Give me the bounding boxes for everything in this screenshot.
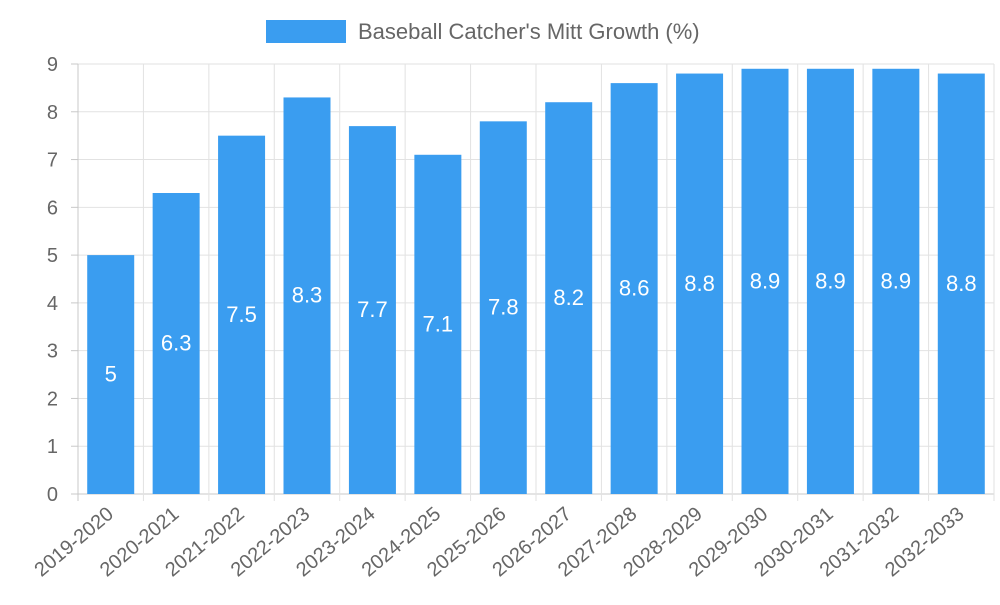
data-label: 8.2: [553, 285, 584, 310]
bar[interactable]: [283, 97, 331, 494]
bar[interactable]: [414, 154, 462, 494]
bar[interactable]: [152, 193, 200, 494]
y-tick-label: 2: [47, 388, 58, 410]
data-label: 8.6: [619, 276, 650, 301]
bar[interactable]: [218, 135, 266, 494]
data-label: 6.3: [161, 331, 192, 356]
bar[interactable]: [741, 68, 789, 495]
data-label: 8.9: [750, 268, 781, 293]
legend-swatch[interactable]: [266, 20, 346, 43]
bar[interactable]: [87, 255, 135, 494]
bar[interactable]: [610, 83, 658, 494]
data-label: 7.5: [226, 302, 257, 327]
bar[interactable]: [348, 126, 396, 494]
data-label: 8.8: [946, 271, 977, 296]
bar[interactable]: [479, 121, 527, 494]
data-label: 7.8: [488, 295, 519, 320]
data-label: 8.9: [815, 268, 846, 293]
bar[interactable]: [872, 68, 920, 495]
y-tick-label: 5: [47, 245, 58, 267]
gridlines: [77, 63, 995, 501]
data-labels: 5 6.3 7.5 8.3 7.7 7.1 7.8 8.2 8.6 8.8 8.9 8.9 8.9 8.8: [105, 268, 977, 386]
y-tick-label: 0: [47, 484, 58, 506]
data-label: 8.8: [684, 271, 715, 296]
bar[interactable]: [806, 68, 854, 495]
data-label: 5: [105, 362, 117, 387]
y-tick-label: 4: [47, 293, 58, 315]
legend-label[interactable]: Baseball Catcher's Mitt Growth (%): [358, 19, 700, 44]
y-tick-label: 7: [47, 150, 58, 172]
y-tick-label: 8: [47, 102, 58, 124]
data-label: 8.9: [881, 268, 912, 293]
y-tick-label: 3: [47, 341, 58, 363]
data-label: 8.3: [292, 283, 323, 308]
bars: [87, 68, 985, 495]
y-tick-label: 9: [47, 54, 58, 76]
bar[interactable]: [937, 73, 985, 495]
y-tick-label: 1: [47, 436, 58, 458]
data-label: 7.7: [357, 297, 388, 322]
bar[interactable]: [545, 102, 593, 494]
legend[interactable]: Baseball Catcher's Mitt Growth (%): [266, 19, 700, 44]
y-tick-label: 6: [47, 197, 58, 219]
data-label: 7.1: [423, 311, 454, 336]
bar[interactable]: [676, 73, 724, 495]
